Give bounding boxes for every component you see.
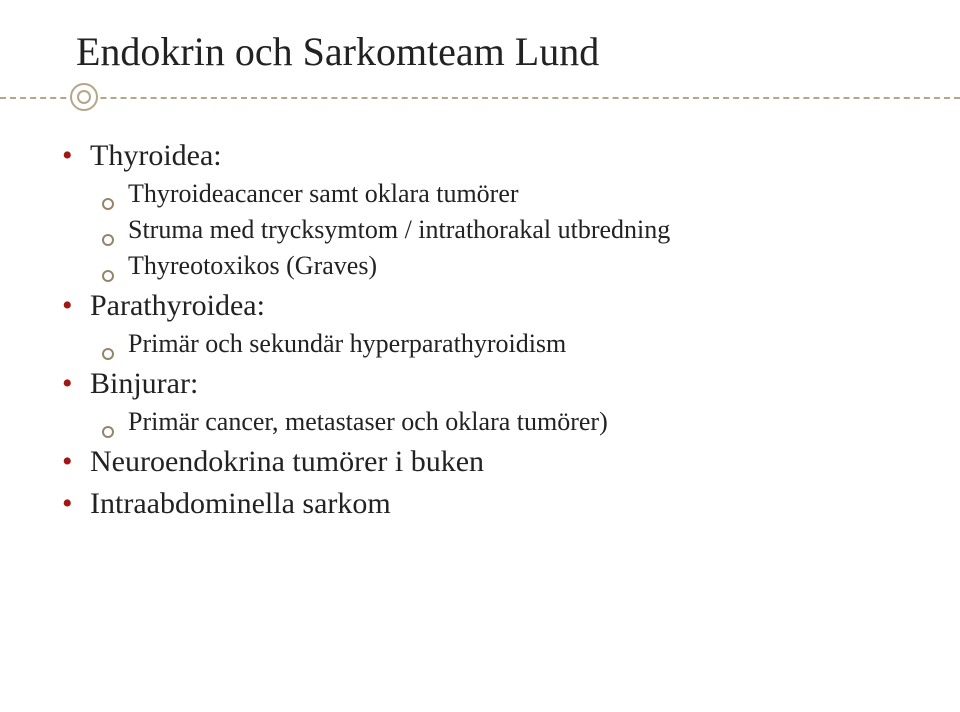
slide-title: Endokrin och Sarkomteam Lund	[76, 28, 920, 75]
bullet-dot-icon: •	[62, 291, 76, 321]
item-thyroidea-2: Thyreotoxikos (Graves)	[102, 251, 920, 281]
item-text: Primär och sekundär hyperparathyroidism	[128, 329, 566, 359]
heading-binjurar: • Binjurar:	[62, 367, 920, 401]
bullet-dot-icon: •	[62, 369, 76, 399]
content-area: • Thyroidea: Thyroideacancer samt oklara…	[40, 113, 920, 521]
heading-text: Intraabdominella sarkom	[90, 487, 391, 521]
item-text: Primär cancer, metastaser och oklara tum…	[128, 407, 608, 437]
title-divider	[0, 83, 960, 113]
bullet-dot-icon: •	[62, 489, 76, 519]
bullet-dot-icon: •	[62, 141, 76, 171]
item-text: Thyroideacancer samt oklara tumörer	[128, 179, 519, 209]
item-thyroidea-1: Struma med trycksymtom / intrathorakal u…	[102, 215, 920, 245]
bullet-ring-icon	[102, 198, 114, 210]
divider-line	[0, 97, 960, 99]
section-intraabdominella: • Intraabdominella sarkom	[62, 487, 920, 521]
section-binjurar: • Binjurar: Primär cancer, metastaser oc…	[62, 367, 920, 437]
title-wrap: Endokrin och Sarkomteam Lund	[40, 28, 920, 75]
heading-intraabdominella: • Intraabdominella sarkom	[62, 487, 920, 521]
bullet-ring-icon	[102, 270, 114, 282]
item-binjurar-0: Primär cancer, metastaser och oklara tum…	[102, 407, 920, 437]
slide: Endokrin och Sarkomteam Lund • Thyroidea…	[0, 0, 960, 712]
item-text: Struma med trycksymtom / intrathorakal u…	[128, 215, 670, 245]
heading-parathyroidea: • Parathyroidea:	[62, 289, 920, 323]
bullet-ring-icon	[102, 234, 114, 246]
item-text: Thyreotoxikos (Graves)	[128, 251, 377, 281]
bullet-ring-icon	[102, 426, 114, 438]
section-neuroendokrina: • Neuroendokrina tumörer i buken	[62, 445, 920, 479]
bullet-dot-icon: •	[62, 447, 76, 477]
item-thyroidea-0: Thyroideacancer samt oklara tumörer	[102, 179, 920, 209]
heading-text: Parathyroidea:	[90, 289, 265, 323]
section-thyroidea: • Thyroidea: Thyroideacancer samt oklara…	[62, 139, 920, 281]
heading-text: Neuroendokrina tumörer i buken	[90, 445, 484, 479]
heading-text: Binjurar:	[90, 367, 198, 401]
item-parathyroidea-0: Primär och sekundär hyperparathyroidism	[102, 329, 920, 359]
heading-thyroidea: • Thyroidea:	[62, 139, 920, 173]
heading-neuroendokrina: • Neuroendokrina tumörer i buken	[62, 445, 920, 479]
bullet-ring-icon	[102, 348, 114, 360]
section-parathyroidea: • Parathyroidea: Primär och sekundär hyp…	[62, 289, 920, 359]
heading-text: Thyroidea:	[90, 139, 222, 173]
